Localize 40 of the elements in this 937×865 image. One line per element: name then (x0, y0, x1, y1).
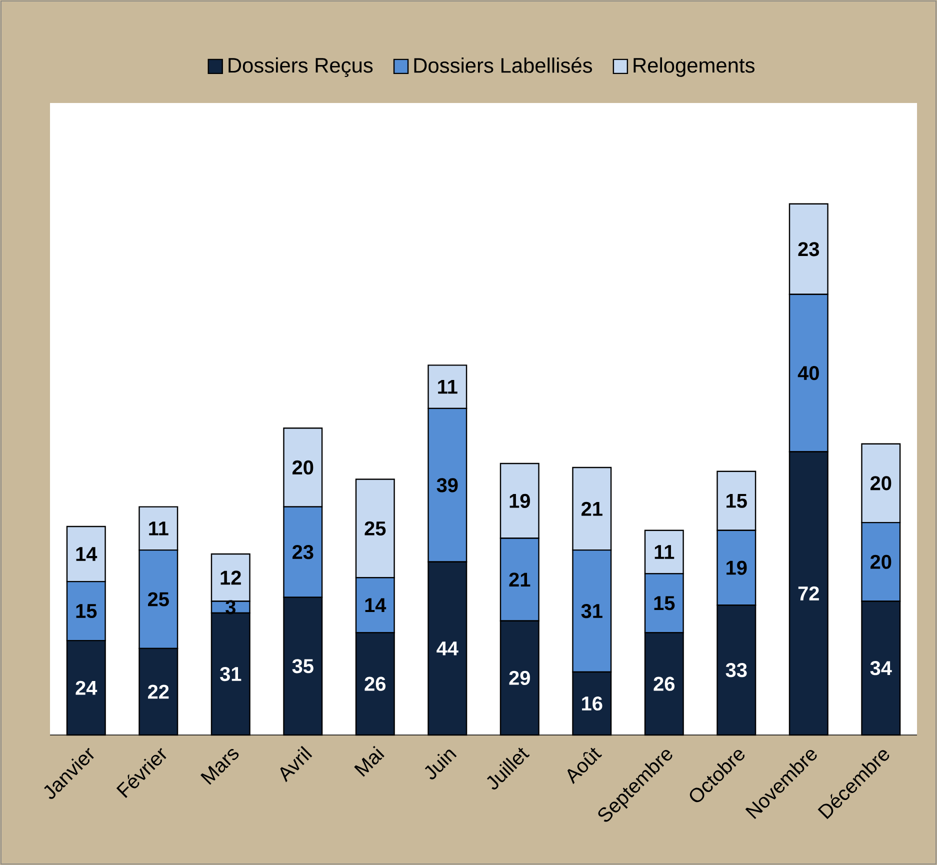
data-label: 21 (509, 572, 530, 587)
data-label: 14 (365, 598, 386, 612)
data-label: 29 (509, 670, 530, 685)
legend-label: Dossiers Reçus (228, 57, 373, 77)
data-label: 23 (798, 242, 820, 256)
data-label: 11 (654, 545, 674, 559)
data-label: 35 (292, 659, 314, 674)
data-label: 11 (149, 522, 168, 536)
data-label: 44 (436, 642, 458, 656)
x-tick-label: Juin (424, 750, 457, 780)
data-label: 25 (364, 521, 386, 536)
data-label: 16 (582, 696, 602, 711)
data-label: 34 (870, 661, 892, 676)
data-label: 19 (510, 494, 530, 508)
data-label: 20 (292, 460, 314, 475)
data-label: 24 (76, 680, 98, 695)
data-label: 15 (654, 596, 675, 610)
data-label: 40 (798, 366, 819, 380)
x-tick-label: Mai (354, 746, 384, 777)
data-label: 26 (364, 676, 386, 691)
legend-label: Dossiers Labellisés (414, 57, 592, 73)
data-label: 26 (654, 676, 675, 691)
data-label: 15 (726, 494, 747, 508)
data-label: 19 (726, 560, 747, 575)
data-label: 11 (438, 380, 458, 394)
data-label: 20 (870, 476, 892, 490)
legend-label: Relogements (634, 57, 754, 77)
data-label: 33 (726, 663, 747, 678)
data-label: 72 (798, 586, 819, 600)
data-label: 20 (870, 554, 892, 569)
data-label: 14 (76, 547, 98, 561)
data-label: 15 (76, 604, 97, 618)
data-label: 25 (148, 592, 169, 606)
data-label: 12 (220, 570, 241, 585)
data-label: 39 (436, 478, 458, 492)
data-label: 31 (220, 666, 242, 682)
data-label: 21 (581, 502, 602, 516)
data-label: 31 (581, 604, 602, 618)
data-label: 22 (148, 684, 169, 699)
data-label: 23 (292, 544, 314, 560)
